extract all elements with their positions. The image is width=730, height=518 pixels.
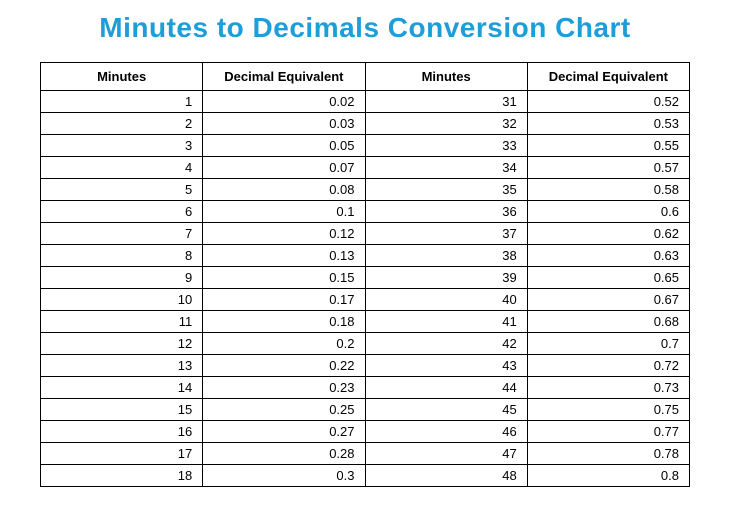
decimal-cell: 0.7 xyxy=(527,333,689,355)
decimal-cell: 0.6 xyxy=(527,201,689,223)
decimal-cell: 0.57 xyxy=(527,157,689,179)
table-row: 130.22430.72 xyxy=(41,355,690,377)
decimal-cell: 0.67 xyxy=(527,289,689,311)
minutes-cell: 16 xyxy=(41,421,203,443)
table-row: 140.23440.73 xyxy=(41,377,690,399)
decimal-cell: 0.62 xyxy=(527,223,689,245)
decimal-cell: 0.53 xyxy=(527,113,689,135)
minutes-cell: 31 xyxy=(365,91,527,113)
table-row: 50.08350.58 xyxy=(41,179,690,201)
table-row: 160.27460.77 xyxy=(41,421,690,443)
decimal-cell: 0.23 xyxy=(203,377,365,399)
header-minutes-2: Minutes xyxy=(365,63,527,91)
decimal-cell: 0.68 xyxy=(527,311,689,333)
decimal-cell: 0.27 xyxy=(203,421,365,443)
minutes-cell: 48 xyxy=(365,465,527,487)
minutes-cell: 39 xyxy=(365,267,527,289)
decimal-cell: 0.77 xyxy=(527,421,689,443)
minutes-cell: 1 xyxy=(41,91,203,113)
minutes-cell: 37 xyxy=(365,223,527,245)
minutes-cell: 18 xyxy=(41,465,203,487)
minutes-cell: 9 xyxy=(41,267,203,289)
decimal-cell: 0.22 xyxy=(203,355,365,377)
table-header-row: Minutes Decimal Equivalent Minutes Decim… xyxy=(41,63,690,91)
minutes-cell: 4 xyxy=(41,157,203,179)
decimal-cell: 0.55 xyxy=(527,135,689,157)
minutes-cell: 5 xyxy=(41,179,203,201)
table-row: 80.13380.63 xyxy=(41,245,690,267)
decimal-cell: 0.65 xyxy=(527,267,689,289)
decimal-cell: 0.52 xyxy=(527,91,689,113)
decimal-cell: 0.07 xyxy=(203,157,365,179)
table-row: 90.15390.65 xyxy=(41,267,690,289)
decimal-cell: 0.73 xyxy=(527,377,689,399)
minutes-cell: 46 xyxy=(365,421,527,443)
decimal-cell: 0.78 xyxy=(527,443,689,465)
minutes-cell: 41 xyxy=(365,311,527,333)
decimal-cell: 0.1 xyxy=(203,201,365,223)
minutes-cell: 42 xyxy=(365,333,527,355)
table-row: 100.17400.67 xyxy=(41,289,690,311)
table-row: 150.25450.75 xyxy=(41,399,690,421)
decimal-cell: 0.17 xyxy=(203,289,365,311)
minutes-cell: 17 xyxy=(41,443,203,465)
decimal-cell: 0.2 xyxy=(203,333,365,355)
minutes-cell: 3 xyxy=(41,135,203,157)
decimal-cell: 0.12 xyxy=(203,223,365,245)
decimal-cell: 0.28 xyxy=(203,443,365,465)
minutes-cell: 14 xyxy=(41,377,203,399)
decimal-cell: 0.15 xyxy=(203,267,365,289)
header-decimal-1: Decimal Equivalent xyxy=(203,63,365,91)
decimal-cell: 0.18 xyxy=(203,311,365,333)
decimal-cell: 0.8 xyxy=(527,465,689,487)
minutes-cell: 35 xyxy=(365,179,527,201)
decimal-cell: 0.3 xyxy=(203,465,365,487)
minutes-cell: 7 xyxy=(41,223,203,245)
table-row: 60.1360.6 xyxy=(41,201,690,223)
minutes-cell: 11 xyxy=(41,311,203,333)
table-row: 110.18410.68 xyxy=(41,311,690,333)
minutes-cell: 40 xyxy=(365,289,527,311)
minutes-cell: 38 xyxy=(365,245,527,267)
conversion-table: Minutes Decimal Equivalent Minutes Decim… xyxy=(40,62,690,487)
decimal-cell: 0.75 xyxy=(527,399,689,421)
minutes-cell: 10 xyxy=(41,289,203,311)
header-decimal-2: Decimal Equivalent xyxy=(527,63,689,91)
minutes-cell: 2 xyxy=(41,113,203,135)
decimal-cell: 0.08 xyxy=(203,179,365,201)
minutes-cell: 12 xyxy=(41,333,203,355)
decimal-cell: 0.25 xyxy=(203,399,365,421)
table-row: 180.3480.8 xyxy=(41,465,690,487)
minutes-cell: 36 xyxy=(365,201,527,223)
table-row: 170.28470.78 xyxy=(41,443,690,465)
table-row: 30.05330.55 xyxy=(41,135,690,157)
decimal-cell: 0.58 xyxy=(527,179,689,201)
decimal-cell: 0.13 xyxy=(203,245,365,267)
decimal-cell: 0.72 xyxy=(527,355,689,377)
minutes-cell: 43 xyxy=(365,355,527,377)
header-minutes-1: Minutes xyxy=(41,63,203,91)
table-row: 120.2420.7 xyxy=(41,333,690,355)
minutes-cell: 45 xyxy=(365,399,527,421)
minutes-cell: 15 xyxy=(41,399,203,421)
decimal-cell: 0.05 xyxy=(203,135,365,157)
decimal-cell: 0.03 xyxy=(203,113,365,135)
minutes-cell: 13 xyxy=(41,355,203,377)
minutes-cell: 44 xyxy=(365,377,527,399)
minutes-cell: 8 xyxy=(41,245,203,267)
table-row: 10.02310.52 xyxy=(41,91,690,113)
decimal-cell: 0.02 xyxy=(203,91,365,113)
table-row: 40.07340.57 xyxy=(41,157,690,179)
minutes-cell: 32 xyxy=(365,113,527,135)
decimal-cell: 0.63 xyxy=(527,245,689,267)
table-row: 20.03320.53 xyxy=(41,113,690,135)
page-title: Minutes to Decimals Conversion Chart xyxy=(40,12,690,44)
minutes-cell: 33 xyxy=(365,135,527,157)
minutes-cell: 47 xyxy=(365,443,527,465)
minutes-cell: 34 xyxy=(365,157,527,179)
minutes-cell: 6 xyxy=(41,201,203,223)
table-row: 70.12370.62 xyxy=(41,223,690,245)
